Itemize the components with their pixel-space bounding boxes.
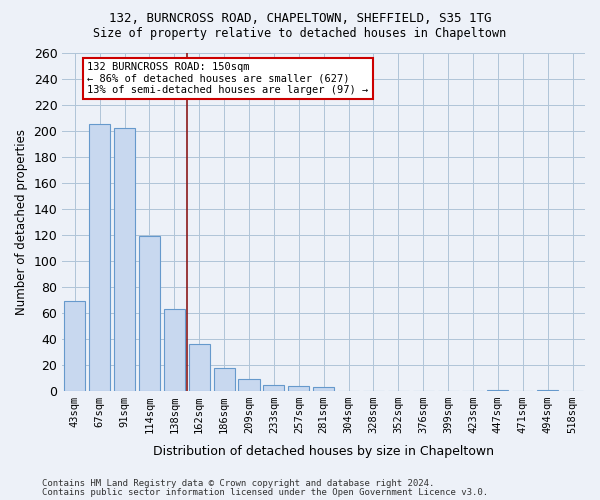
Bar — [89, 124, 110, 391]
Bar — [188, 344, 210, 391]
Text: Contains HM Land Registry data © Crown copyright and database right 2024.: Contains HM Land Registry data © Crown c… — [42, 479, 434, 488]
X-axis label: Distribution of detached houses by size in Chapeltown: Distribution of detached houses by size … — [153, 444, 494, 458]
Bar — [139, 236, 160, 391]
Bar — [164, 309, 185, 391]
Y-axis label: Number of detached properties: Number of detached properties — [15, 129, 28, 315]
Bar — [238, 380, 260, 391]
Bar — [114, 128, 135, 391]
Bar — [288, 386, 310, 391]
Bar — [64, 301, 85, 391]
Text: Contains public sector information licensed under the Open Government Licence v3: Contains public sector information licen… — [42, 488, 488, 497]
Bar — [263, 384, 284, 391]
Bar — [487, 390, 508, 391]
Bar — [214, 368, 235, 391]
Text: 132 BURNCROSS ROAD: 150sqm
← 86% of detached houses are smaller (627)
13% of sem: 132 BURNCROSS ROAD: 150sqm ← 86% of deta… — [87, 62, 368, 95]
Text: Size of property relative to detached houses in Chapeltown: Size of property relative to detached ho… — [94, 28, 506, 40]
Bar — [313, 387, 334, 391]
Text: 132, BURNCROSS ROAD, CHAPELTOWN, SHEFFIELD, S35 1TG: 132, BURNCROSS ROAD, CHAPELTOWN, SHEFFIE… — [109, 12, 491, 26]
Bar — [537, 390, 558, 391]
